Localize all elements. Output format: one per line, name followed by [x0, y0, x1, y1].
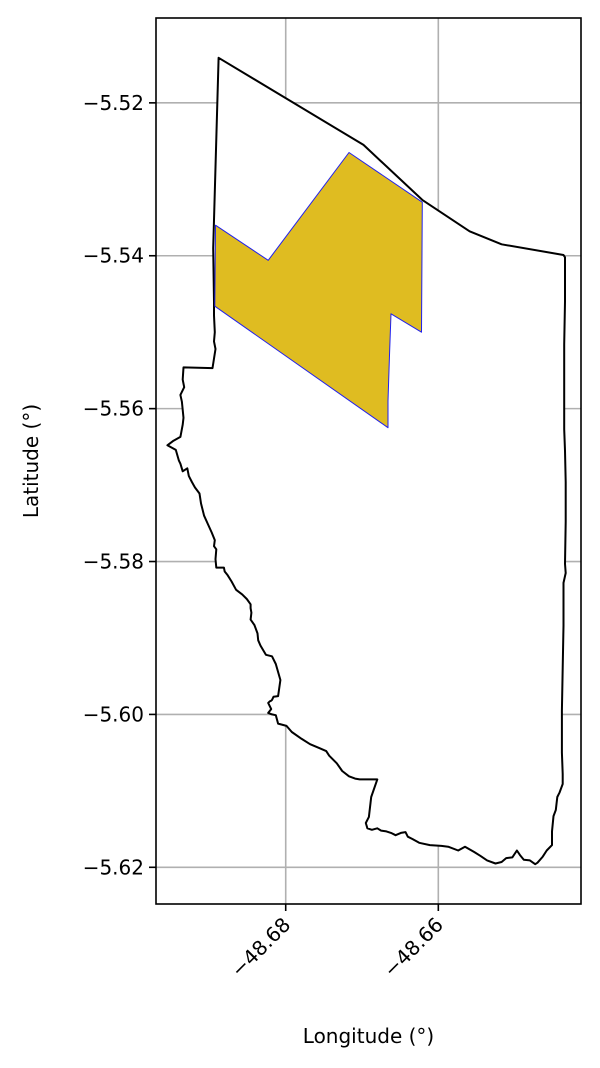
y-tick-label: −5.62: [83, 855, 144, 879]
y-tick-label: −5.58: [83, 550, 144, 574]
x-axis-label: Longitude (°): [303, 1024, 434, 1048]
map-shapes: [166, 56, 567, 866]
highlighted-area: [214, 152, 423, 429]
y-axis-label: Latitude (°): [19, 404, 43, 518]
y-tick-label: −5.52: [83, 91, 144, 115]
y-tick-label: −5.54: [83, 244, 144, 268]
y-tick-label: −5.56: [83, 397, 144, 421]
y-tick-label: −5.60: [83, 702, 144, 726]
plot-frame: [155, 17, 582, 905]
